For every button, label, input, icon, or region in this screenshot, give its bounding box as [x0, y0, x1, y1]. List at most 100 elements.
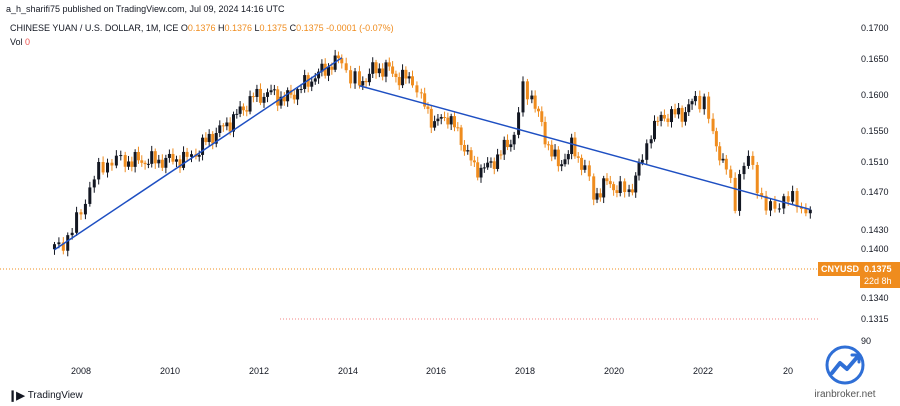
candle-body [101, 162, 105, 173]
volume-value: 0 [25, 37, 31, 47]
candle-body [755, 164, 759, 194]
candle-body [106, 162, 110, 173]
low-label: L [254, 23, 260, 33]
candle-body [462, 144, 466, 152]
candle-body [353, 71, 357, 84]
candle-body [670, 109, 674, 123]
candle-body [645, 143, 649, 160]
candle-body [536, 108, 540, 112]
candle-body [88, 187, 92, 204]
candle-body [479, 167, 483, 178]
candle-body [553, 149, 557, 157]
close-value: 0.1375 [296, 23, 324, 33]
x-tick-label: 2010 [160, 366, 180, 376]
candle-body [238, 106, 242, 114]
tradingview-label: TradingView [27, 390, 83, 401]
low-value: 0.1375 [259, 23, 288, 33]
candle-body [573, 137, 577, 157]
candle-body [509, 144, 513, 148]
candle-body [804, 208, 808, 214]
volume-label: Vol [10, 37, 23, 47]
candle-body [231, 114, 235, 132]
candle-body [367, 73, 371, 83]
candle-body [185, 151, 189, 157]
candle-body [525, 81, 529, 100]
candle-body [79, 212, 83, 215]
candle-body [583, 165, 587, 170]
candle-body [276, 89, 280, 106]
candle-body [608, 181, 612, 185]
candle-body [690, 101, 694, 105]
volume-legend: Vol 0 [10, 37, 30, 47]
candle-body [550, 144, 554, 157]
candle-body [207, 133, 211, 143]
price-tag-value-bg [860, 262, 900, 288]
candle-body [673, 109, 677, 115]
candle-body [808, 209, 812, 214]
candle-body [266, 92, 270, 97]
candle-body [119, 155, 123, 157]
candle-body [364, 81, 368, 83]
candle-body [683, 112, 687, 122]
candle-body [459, 127, 463, 145]
candle-body [251, 96, 255, 98]
candle-body [496, 154, 500, 169]
candle-body [419, 92, 423, 94]
candle-body [241, 106, 245, 111]
candle-body [556, 149, 560, 167]
candle-body [482, 167, 486, 169]
candle-body [279, 96, 283, 106]
candle-body [602, 178, 606, 198]
candle-body [255, 88, 259, 97]
tradingview-brand[interactable]: ❙▶ TradingView [8, 389, 83, 402]
y-tick-label: 0.1510 [861, 157, 889, 167]
candle-body [153, 151, 157, 164]
candle-body [235, 113, 239, 115]
candle-body [714, 131, 718, 147]
candle-body [292, 94, 296, 100]
candle-body [489, 161, 493, 163]
candle-body [546, 144, 550, 146]
candle-body [587, 165, 591, 177]
candle-body [160, 159, 164, 168]
candle-body [630, 189, 634, 193]
candle-body [323, 63, 327, 76]
x-tick-label: 2018 [515, 366, 535, 376]
candle-body [733, 177, 737, 211]
candle-body [269, 90, 273, 93]
candle-body [57, 242, 61, 245]
candle-body [512, 134, 516, 145]
candle-body [361, 81, 365, 86]
candle-body [330, 66, 334, 70]
candle-body [446, 117, 450, 125]
candle-body [618, 181, 622, 193]
candle-body [698, 95, 702, 110]
candle-body [742, 165, 746, 175]
candle-body [340, 58, 344, 64]
candle-body [282, 96, 286, 102]
candle-body [433, 121, 437, 128]
y-tick-label: 0.1550 [861, 126, 889, 136]
candle-body [746, 155, 750, 166]
symbol-legend: CHINESE YUAN / U.S. DOLLAR, 1M, ICE O0.1… [10, 23, 394, 33]
candle-body [486, 162, 490, 168]
candle-body [371, 62, 375, 74]
y-tick-label: 0.1430 [861, 225, 889, 235]
trendline-2 [359, 84, 811, 211]
price-tag-countdown: 22d 8h [864, 276, 892, 286]
candle-body [615, 190, 619, 193]
candle-body [228, 122, 232, 132]
candle-body [404, 69, 408, 79]
candle-body [70, 232, 74, 236]
candle-body [738, 174, 742, 211]
candle-body [729, 169, 733, 178]
candle-body [66, 235, 70, 251]
candle-body [576, 156, 580, 158]
candle-body [751, 155, 755, 165]
candle-body [702, 96, 706, 110]
close-label: C [289, 23, 297, 33]
candle-body [357, 71, 361, 86]
candle-body [592, 176, 596, 200]
candle-body [760, 193, 764, 196]
